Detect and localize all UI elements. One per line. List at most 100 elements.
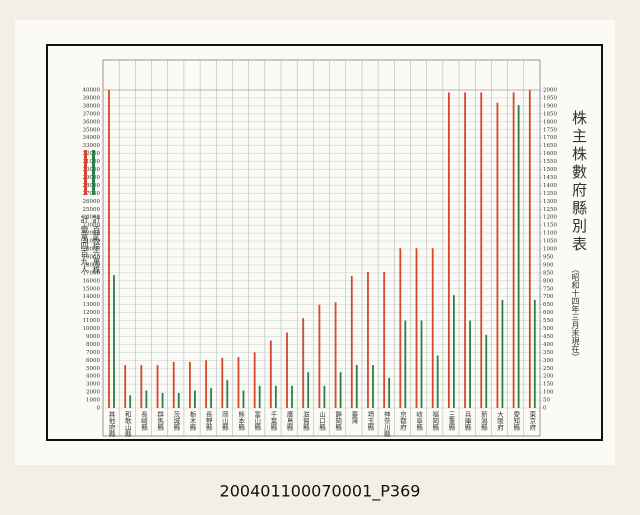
- bar: [464, 92, 466, 408]
- x-tick-label: 三重縣: [447, 411, 455, 431]
- y2-tick-label: 850: [543, 270, 554, 276]
- y2-tick-label: 700: [543, 294, 554, 300]
- bar: [383, 272, 386, 408]
- y-tick-label: 7000: [86, 350, 100, 356]
- y-tick-label: 13000: [83, 302, 101, 308]
- y2-tick-label: 600: [543, 310, 554, 316]
- bar: [501, 299, 504, 408]
- bar: [161, 392, 164, 408]
- y2-tick-label: 750: [543, 286, 554, 292]
- x-tick-label: 千葉縣: [269, 410, 277, 431]
- bar: [372, 365, 374, 408]
- y-tick-label: 5000: [86, 366, 100, 372]
- x-tick-label: 長野縣: [204, 411, 212, 431]
- y-tick-label: 30000: [83, 167, 101, 173]
- bar: [318, 304, 321, 408]
- x-tick-label: 兵庫縣: [463, 410, 471, 431]
- y-tick-label: 9000: [86, 334, 100, 340]
- legend-label: 計 壹萬四百九人: [80, 214, 89, 274]
- caption: 200401100070001_P369: [220, 482, 421, 502]
- bar: [258, 385, 261, 408]
- bar: [274, 385, 277, 408]
- y2-tick-label: 50: [543, 398, 550, 404]
- y2-tick-label: 150: [543, 382, 554, 388]
- y2-tick-label: 1250: [543, 207, 557, 213]
- y2-tick-label: 1450: [543, 175, 557, 181]
- x-tick-label: 愛知縣: [512, 410, 520, 431]
- x-tick-label: 福岡縣: [431, 410, 439, 431]
- bar: [496, 102, 499, 408]
- subtitle: （昭和十四年三月末現在）: [571, 265, 580, 361]
- y-tick-label: 23000: [83, 223, 101, 229]
- bar: [145, 390, 148, 408]
- bar: [113, 275, 115, 408]
- y2-tick-label: 1100: [543, 231, 557, 237]
- x-tick-label: 埼玉縣: [366, 410, 374, 431]
- bar: [302, 318, 305, 408]
- y-tick-label: 21000: [83, 239, 101, 245]
- x-tick-label: 岡山縣: [220, 411, 228, 431]
- y-tick-label: 20000: [83, 247, 101, 253]
- x-tick-label: 山口縣: [318, 410, 326, 431]
- y2-tick-label: 0: [543, 406, 547, 412]
- bar: [237, 357, 240, 408]
- y2-tick-label: 200: [543, 374, 554, 380]
- bar: [355, 365, 358, 408]
- bar: [367, 272, 369, 408]
- frame: [46, 44, 603, 441]
- y2-tick-label: 250: [543, 366, 554, 372]
- y2-tick-label: 1900: [543, 103, 557, 109]
- y2-tick-label: 1600: [543, 151, 557, 157]
- bar: [452, 295, 455, 408]
- y-tick-label: 22000: [83, 231, 101, 237]
- y-tick-label: 26000: [83, 199, 101, 205]
- y-tick-label: 18000: [83, 262, 101, 268]
- bar: [480, 92, 483, 408]
- bar: [399, 248, 402, 408]
- bar: [404, 320, 407, 408]
- y-tick-label: 36000: [83, 119, 101, 125]
- y2-tick-label: 100: [543, 390, 554, 396]
- bar: [339, 372, 342, 408]
- y2-tick-label: 1550: [543, 159, 557, 165]
- y-tick-label: 19000: [83, 254, 101, 260]
- y-tick-label: 33000: [83, 143, 101, 149]
- bar: [108, 90, 110, 408]
- y2-tick-label: 400: [543, 342, 554, 348]
- y2-tick-label: 1350: [543, 191, 557, 197]
- bar: [286, 332, 288, 408]
- bar: [291, 385, 293, 408]
- bar: [242, 390, 245, 408]
- x-tick-label: 靜岡縣: [334, 410, 342, 431]
- x-tick-label: 東京府: [528, 410, 536, 432]
- bar: [447, 92, 450, 408]
- y-tick-label: 37000: [83, 111, 101, 117]
- y-tick-label: 40000: [83, 88, 101, 94]
- legend-label: 計 百貳拾六萬株: [92, 214, 101, 275]
- x-tick-label: 神奈川縣: [382, 410, 390, 438]
- bar: [415, 248, 418, 408]
- x-tick-label: 長崎縣: [139, 411, 147, 431]
- bar: [253, 352, 256, 408]
- y-tick-label: 38000: [83, 103, 101, 109]
- y2-tick-label: 1950: [543, 95, 557, 101]
- x-tick-label: 其他府縣: [107, 411, 115, 438]
- y2-tick-label: 1750: [543, 127, 557, 133]
- y-tick-label: 27000: [83, 191, 101, 197]
- x-tick-label: 富山縣: [253, 410, 261, 431]
- y2-tick-label: 800: [543, 278, 554, 284]
- y2-tick-label: 300: [543, 358, 554, 364]
- y2-tick-label: 1650: [543, 143, 557, 149]
- y2-tick-label: 1000: [543, 247, 557, 253]
- y2-tick-label: 1500: [543, 167, 557, 173]
- bar: [156, 365, 159, 408]
- y-tick-label: 2000: [86, 390, 100, 396]
- y-tick-label: 6000: [86, 358, 100, 364]
- x-tick-label: 熊本縣: [237, 410, 245, 431]
- y-tick-label: 39000: [83, 95, 101, 101]
- y2-tick-label: 2000: [543, 88, 557, 94]
- bar: [323, 385, 326, 408]
- bar: [436, 355, 439, 408]
- x-tick-label: 臺灣: [350, 410, 358, 426]
- bar: [307, 372, 310, 408]
